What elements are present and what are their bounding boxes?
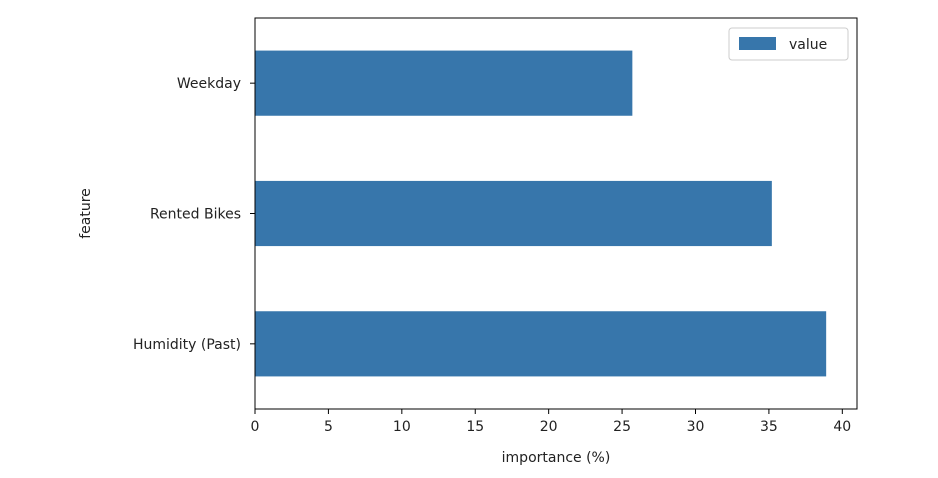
x-axis-ticks: 0 5 10 15 20 25 30 35 40 <box>251 409 851 435</box>
legend: value <box>728 27 849 61</box>
x-tick-label: 20 <box>540 419 558 435</box>
x-tick-label: 30 <box>687 419 705 435</box>
legend-box <box>728 27 849 61</box>
x-tick-label: 40 <box>833 419 851 435</box>
y-axis-label: feature <box>78 188 94 239</box>
x-axis-label: importance (%) <box>502 450 611 466</box>
legend-entry-label: value <box>789 37 827 53</box>
x-tick-label: 15 <box>466 419 484 435</box>
y-tick-label: Rented Bikes <box>150 207 241 223</box>
y-tick-label: Humidity (Past) <box>133 337 241 353</box>
y-axis-ticks: Humidity (Past) Rented Bikes Weekday <box>133 76 255 353</box>
x-tick-label: 10 <box>393 419 411 435</box>
bar-weekday <box>255 50 633 116</box>
bar-humidity-past <box>255 311 827 377</box>
y-tick-label: Weekday <box>177 76 241 92</box>
x-tick-label: 35 <box>760 419 778 435</box>
x-tick-label: 25 <box>613 419 631 435</box>
x-tick-label: 5 <box>324 419 333 435</box>
x-tick-label: 0 <box>251 419 260 435</box>
bar-rented-bikes <box>255 180 772 247</box>
legend-swatch <box>739 37 776 50</box>
bars-layer <box>255 50 827 377</box>
